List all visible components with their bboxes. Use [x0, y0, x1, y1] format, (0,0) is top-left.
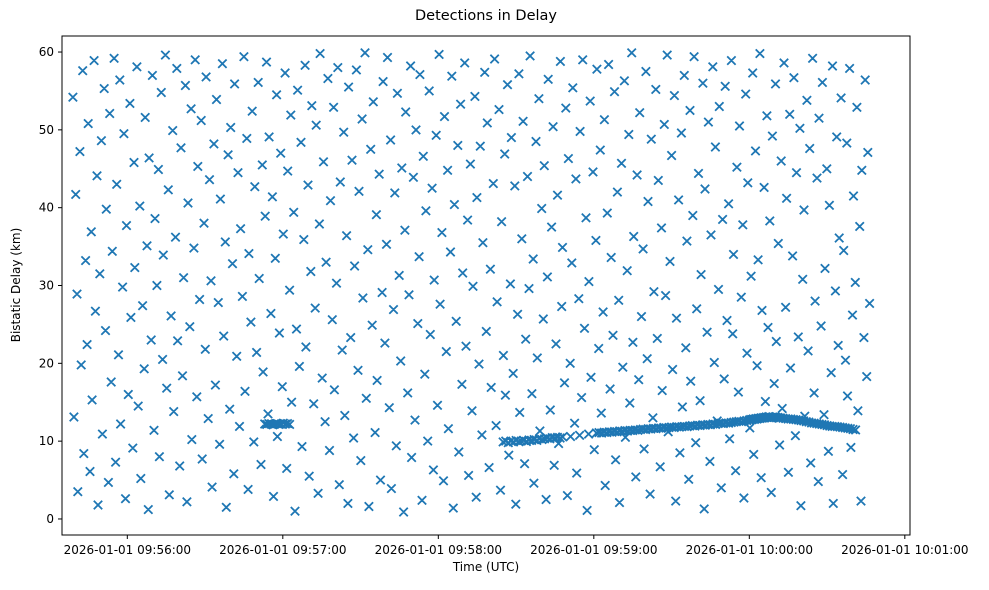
chart-title: Detections in Delay — [414, 8, 557, 24]
x-axis-tick-label: 2026-01-01 09:58:00 — [375, 543, 502, 557]
x-axis-label: Time (UTC) — [452, 560, 520, 574]
y-axis-label: Bistatic Delay (km) — [9, 227, 23, 343]
y-axis-tick-label: 30 — [39, 279, 54, 293]
x-axis-tick-label: 2026-01-01 10:00:00 — [686, 543, 813, 557]
y-axis-tick-label: 20 — [39, 356, 54, 370]
y-axis-tick-label: 60 — [39, 45, 54, 59]
x-axis-tick-label: 2026-01-01 09:57:00 — [219, 543, 346, 557]
y-axis-tick-label: 50 — [39, 123, 54, 137]
y-axis-tick-label: 10 — [39, 434, 54, 448]
scatter-series-1-target-track-early-segment- — [259, 418, 295, 430]
x-axis-tick-label: 2026-01-01 09:56:00 — [64, 543, 191, 557]
x-axis-tick-label: 2026-01-01 10:01:00 — [841, 543, 968, 557]
y-axis-tick-label: 40 — [39, 201, 54, 215]
x-axis-tick-label: 2026-01-01 09:59:00 — [530, 543, 657, 557]
y-axis-tick-label: 0 — [46, 512, 54, 526]
scatter-series-0-clutter-detections — [68, 47, 875, 517]
scatter-series-2-target-track-main-segment- — [498, 411, 861, 448]
